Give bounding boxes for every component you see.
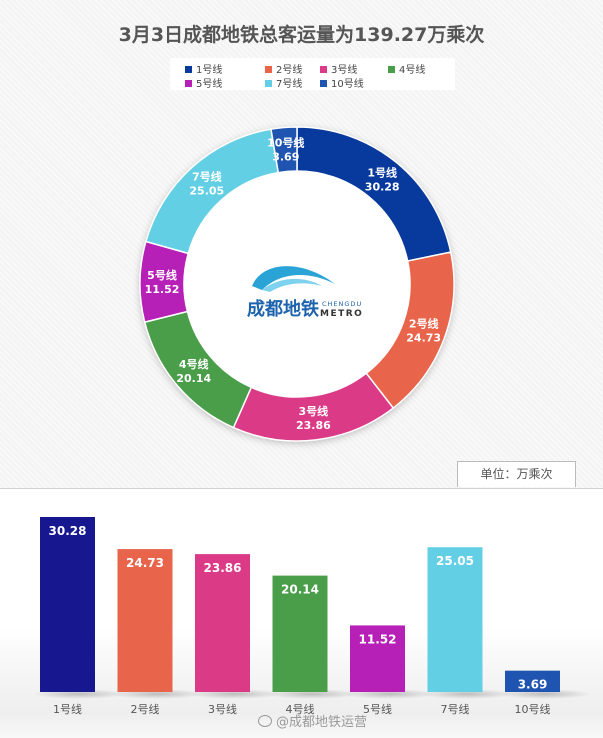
legend-label: 2号线 [276,65,303,76]
slice-value-label: 25.05 [189,185,224,198]
legend-item: 2号线 [265,61,302,76]
legend-swatch [320,80,327,87]
slice-value-label: 3.69 [272,150,299,163]
bar-value-label: 24.73 [126,556,164,570]
bar-value-label: 25.05 [436,554,474,568]
legend-swatch [265,66,272,73]
slice-name-label: 7号线 [192,170,222,184]
bar-category-label: 5号线 [363,702,392,716]
legend-label: 1号线 [196,65,223,76]
bar-value-label: 3.69 [518,678,548,692]
legend-label: 3号线 [331,65,358,76]
slice-value-label: 23.86 [296,419,331,432]
bar-value-label: 30.28 [49,524,87,538]
bar-category-label: 10号线 [515,702,551,716]
legend-item: 4号线 [388,61,425,76]
slice-name-label: 2号线 [409,317,439,331]
logo-cn-text: 成都地铁 [247,298,319,320]
chart-title: 3月3日成都地铁总客运量为139.27万乘次 [118,24,485,46]
bar-value-label: 11.52 [359,632,397,646]
legend-label: 10号线 [331,79,364,90]
legend-swatch [320,66,327,73]
logo-en-bottom-text: METRO [320,309,363,319]
slice-value-label: 20.14 [176,372,211,385]
slice-name-label: 3号线 [299,404,329,418]
logo-en-top-text: CHENGDU [322,300,362,308]
bar-chart: 30.28 1号线 24.73 2号线 23.86 3号线 20.14 4号线 11.52 5号线… [32,517,592,716]
slice-name-label: 10号线 [267,135,304,149]
bar-category-label: 4号线 [286,702,315,716]
legend-item: 1号线 [185,61,222,76]
weibo-watermark: @成都地铁运营 [258,711,367,730]
donut-shadow [140,127,454,441]
legend-item: 3号线 [320,61,357,76]
chengdu-metro-logo: 成都地铁 CHENGDU METRO [247,266,363,320]
legend-swatch [265,80,272,87]
legend-swatch [185,80,192,87]
logo-swoosh-icon [252,266,335,290]
legend-item: 10号线 [320,75,364,90]
legend-item: 5号线 [185,75,222,90]
bar-category-label: 7号线 [441,702,470,716]
bar [350,625,405,692]
bar [427,547,483,692]
watermark-text: @成都地铁运营 [276,715,368,730]
logo-swoosh-inner-icon [262,278,322,292]
bar [272,575,328,692]
bar-category-label: 3号线 [208,702,237,716]
bar-category-label: 1号线 [53,702,82,716]
donut-slice [270,126,298,174]
slice-name-label: 1号线 [367,165,397,179]
bar [40,517,95,692]
bar [505,670,560,692]
bar-category-label: 2号线 [131,702,160,716]
bar-value-label: 20.14 [281,583,319,597]
weibo-icon [258,715,272,727]
legend: 1号线 2号线 3号线 4号线 5号线 7号线 10号线 [170,58,455,90]
slice-value-label: 24.73 [406,332,441,345]
slice-value-label: 11.52 [145,283,180,296]
legend-swatch [185,66,192,73]
bar [195,554,250,692]
legend-item: 7号线 [265,75,302,90]
slice-name-label: 4号线 [179,357,209,371]
unit-label: 单位：万乘次 [457,461,576,487]
bar-value-label: 23.86 [204,561,242,575]
legend-label: 4号线 [399,65,426,76]
legend-label: 5号线 [196,79,223,90]
legend-label: 7号线 [276,79,303,90]
slice-name-label: 5号线 [147,268,177,282]
legend-swatch [388,66,395,73]
bar [117,549,173,692]
slice-value-label: 30.28 [365,180,400,193]
